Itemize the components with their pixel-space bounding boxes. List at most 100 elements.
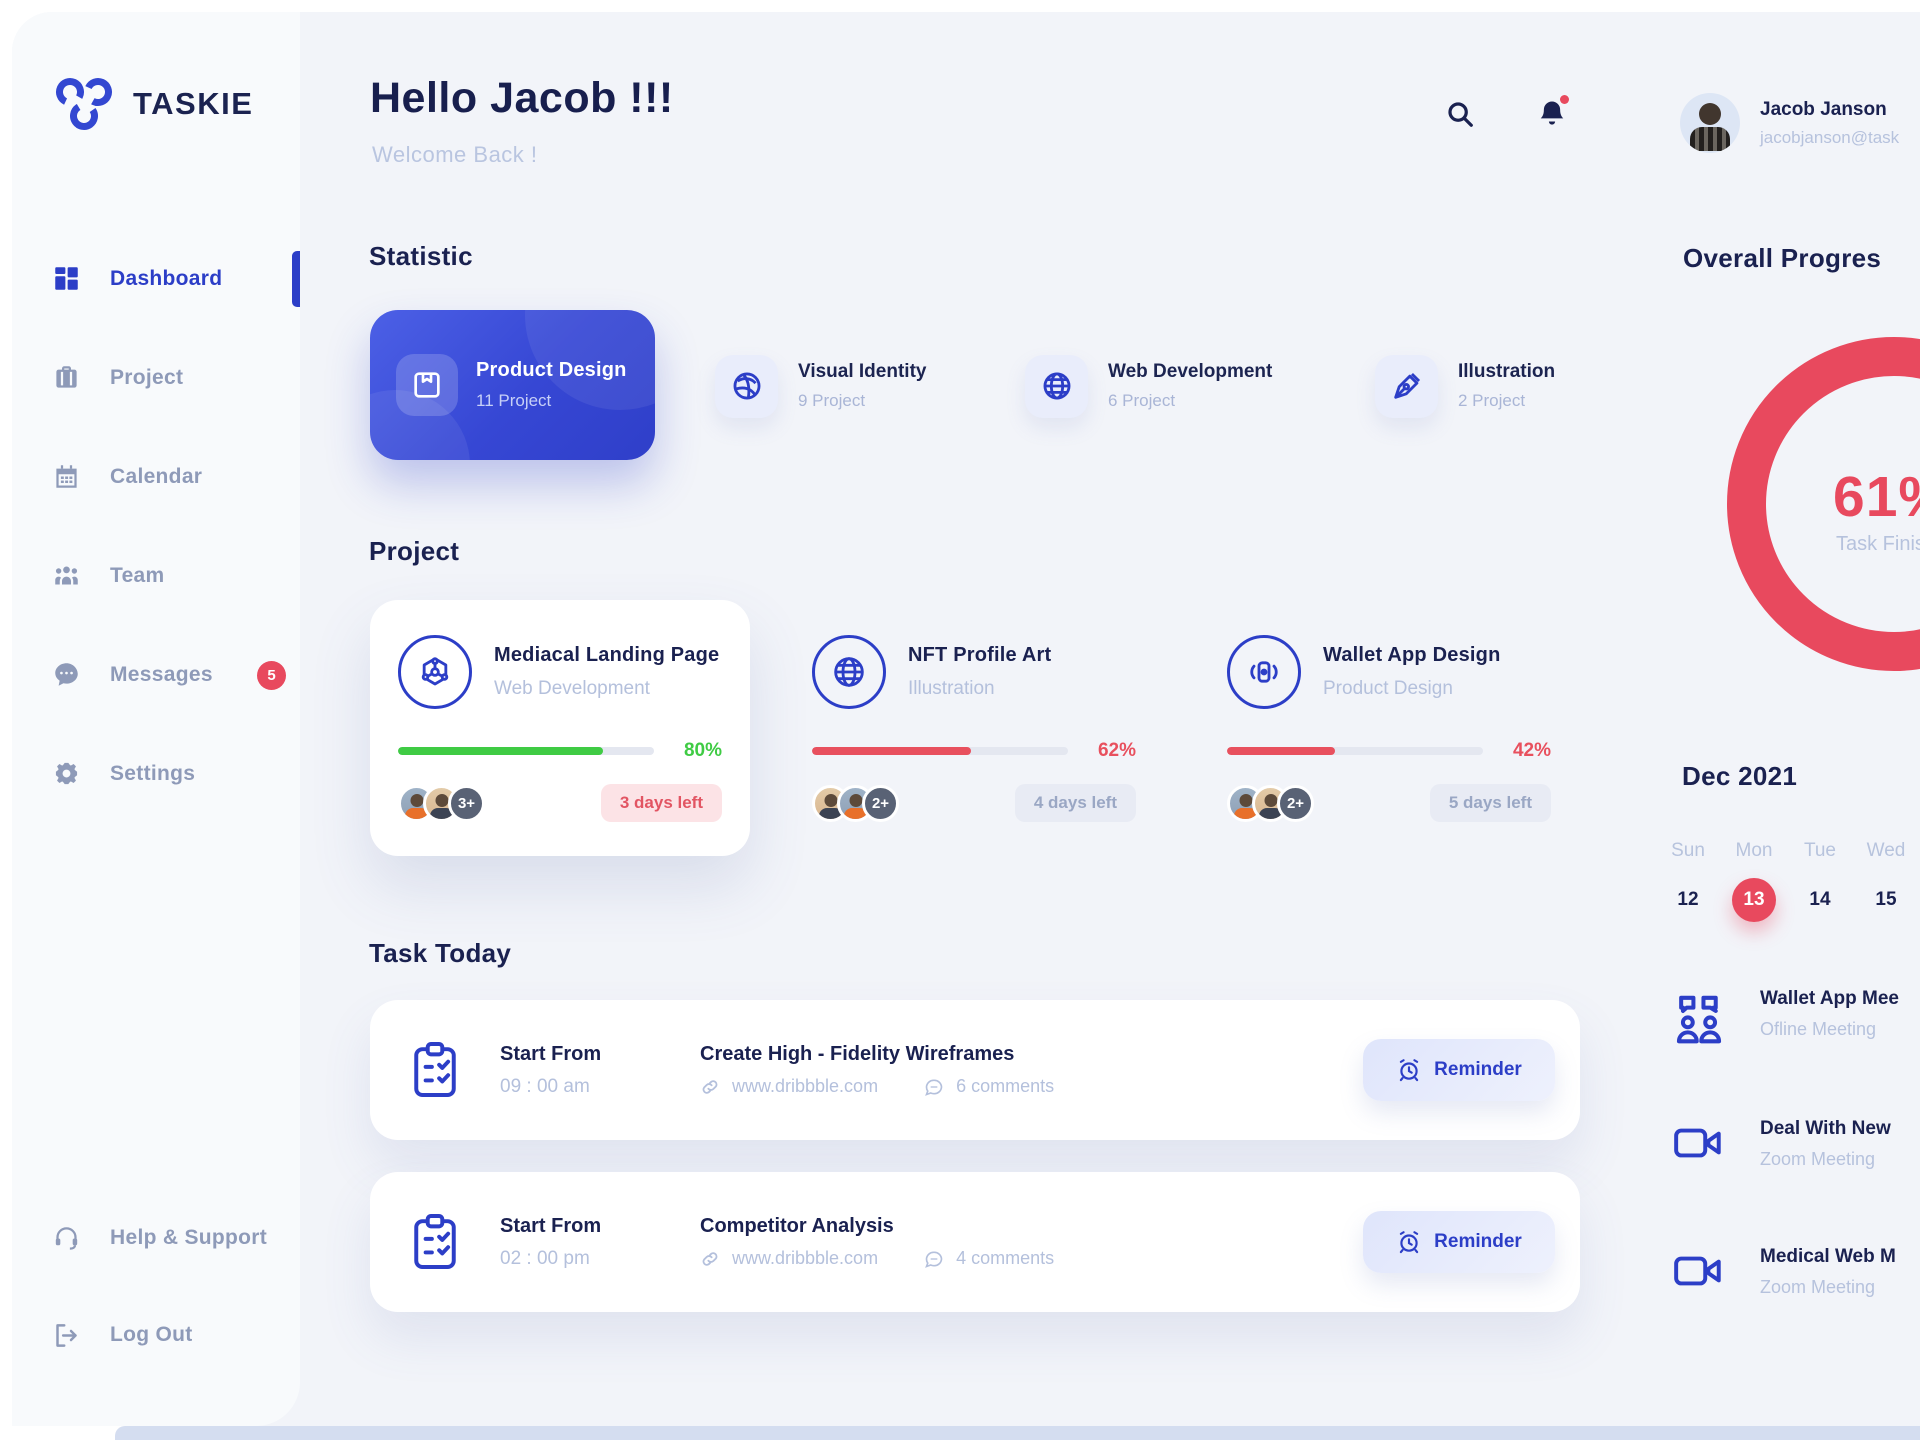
- stat-card-count: 6 Project: [1108, 391, 1176, 410]
- user-name: Jacob Janson: [1760, 98, 1887, 120]
- headset-icon: [55, 1226, 78, 1250]
- comment-icon: [925, 1251, 943, 1268]
- active-indicator: [292, 251, 300, 307]
- sidebar-item-calendar[interactable]: Calendar: [12, 427, 300, 526]
- sidebar: TASKIE Dashboard Project Calendar: [12, 12, 300, 1426]
- sidebar-item-label: Dashboard: [110, 266, 223, 290]
- notifications-button[interactable]: [1532, 94, 1572, 134]
- stat-card-count: 11 Project: [476, 391, 552, 410]
- reminder-button[interactable]: Reminder: [1363, 1039, 1555, 1101]
- project-card-nft-profile-art[interactable]: NFT Profile Art Illustration 62% 2+ 4 da…: [784, 600, 1164, 856]
- progress-label: 42%: [1512, 740, 1551, 761]
- messages-icon: [55, 663, 78, 686]
- day-name: Sun: [1671, 840, 1705, 861]
- web-development-iconbox: [1025, 354, 1088, 418]
- reminder-button[interactable]: Reminder: [1363, 1211, 1555, 1273]
- progress-label: 62%: [1097, 740, 1136, 761]
- calendar-month: Dec 2021: [1682, 761, 1798, 791]
- task-comments: 4 comments: [956, 1248, 1055, 1268]
- reminder-label: Reminder: [1434, 1059, 1522, 1080]
- search-icon: [1448, 102, 1473, 127]
- progress-bar: 80%: [398, 740, 722, 762]
- user-profile[interactable]: Jacob Janson jacobjanson@task: [1680, 93, 1899, 153]
- sidebar-item-label: Calendar: [110, 464, 203, 488]
- task-row[interactable]: Start From 02 : 00 pm Competitor Analysi…: [370, 1172, 1580, 1312]
- meeting-subtitle: Zoom Meeting: [1760, 1277, 1876, 1297]
- stat-card-title: Product Design: [476, 359, 627, 381]
- day-name: Wed: [1866, 840, 1906, 861]
- sidebar-item-label: Messages: [110, 662, 213, 686]
- sidebar-item-dashboard[interactable]: Dashboard: [12, 229, 300, 328]
- stat-card-count: 9 Project: [798, 391, 866, 410]
- sidebar-item-settings[interactable]: Settings: [12, 724, 300, 823]
- task-name: Competitor Analysis: [700, 1215, 894, 1237]
- search-button[interactable]: [1440, 94, 1480, 134]
- extra-members-badge: 3+: [448, 784, 485, 822]
- task-time: 02 : 00 pm: [500, 1247, 590, 1269]
- team-icon: [55, 566, 78, 585]
- meeting-item[interactable]: Medical Web M Zoom Meeting: [1672, 1246, 1896, 1298]
- calendar-date[interactable]: 12: [1677, 889, 1699, 910]
- task-link[interactable]: www.dribbble.com: [732, 1076, 879, 1096]
- stat-card-web-development[interactable]: Web Development 6 Project: [1025, 354, 1272, 418]
- video-camera-icon: [1674, 1256, 1721, 1286]
- clipboard-icon: [414, 1213, 456, 1269]
- sidebar-item-project[interactable]: Project: [12, 328, 300, 427]
- alarm-clock-icon: [1399, 1231, 1419, 1254]
- task-today-title: Task Today: [369, 938, 512, 968]
- dashboard-icon: [55, 267, 78, 290]
- meeting-title: Deal With New: [1760, 1118, 1891, 1139]
- member-avatars: 3+: [398, 784, 485, 822]
- member-avatars: 2+: [1227, 784, 1314, 822]
- project-card-title: Mediacal Landing Page: [494, 644, 720, 666]
- progress-fill: [1227, 747, 1335, 755]
- progress-bar: 62%: [812, 740, 1136, 762]
- notification-dot: [1560, 95, 1569, 104]
- member-avatars: 2+: [812, 784, 899, 822]
- day-name: Mon: [1735, 840, 1773, 861]
- progress-fill: [398, 747, 603, 755]
- extra-members-badge: 2+: [1277, 784, 1314, 822]
- calendar-date[interactable]: 14: [1809, 889, 1831, 910]
- logout-icon: [56, 1323, 77, 1347]
- project-card-title: NFT Profile Art: [908, 644, 1052, 666]
- task-link[interactable]: www.dribbble.com: [732, 1248, 879, 1268]
- sidebar-item-messages[interactable]: Messages 5: [12, 625, 300, 724]
- task-comments: 6 comments: [956, 1076, 1055, 1096]
- stat-card-visual-identity[interactable]: Visual Identity 9 Project: [715, 354, 926, 418]
- briefcase-icon: [56, 366, 77, 388]
- progress-fill: [812, 747, 971, 755]
- meeting-item[interactable]: Deal With New Zoom Meeting: [1672, 1118, 1891, 1170]
- calendar-dates: 12 13 14 15: [1655, 878, 1919, 922]
- sidebar-item-help-support[interactable]: Help & Support: [12, 1202, 300, 1274]
- sidebar-item-label: Help & Support: [110, 1226, 268, 1249]
- project-card-wallet-app-design[interactable]: Wallet App Design Product Design 42% 2+ …: [1199, 600, 1579, 856]
- sidebar-item-team[interactable]: Team: [12, 526, 300, 625]
- calendar-icon: [56, 465, 77, 488]
- calendar-day-names: Sun Mon Tue Wed: [1655, 840, 1919, 862]
- task-row[interactable]: Start From 09 : 00 am Create High - Fide…: [370, 1000, 1580, 1140]
- clipboard-icon: [414, 1041, 456, 1097]
- statistic-title: Statistic: [369, 241, 473, 271]
- meeting-item[interactable]: Wallet App Mee Ofline Meeting: [1672, 988, 1899, 1048]
- wallet-app-icon: [1227, 635, 1301, 709]
- sidebar-item-logout[interactable]: Log Out: [12, 1299, 300, 1371]
- project-card-mediacal-landing-page[interactable]: Mediacal Landing Page Web Development 80…: [370, 600, 750, 856]
- sidebar-item-label: Project: [110, 365, 184, 389]
- messages-badge: 5: [257, 661, 286, 690]
- stat-card-title: Web Development: [1108, 361, 1273, 382]
- overall-progress-caption: Task Finis: [1836, 533, 1920, 555]
- pen-icon: [1393, 372, 1420, 399]
- project-card-category: Product Design: [1323, 678, 1453, 699]
- link-icon: [702, 1079, 718, 1094]
- task-name: Create High - Fidelity Wireframes: [700, 1043, 1015, 1065]
- stat-card-product-design[interactable]: Product Design 11 Project: [370, 310, 655, 460]
- meeting-title: Medical Web M: [1760, 1246, 1896, 1267]
- link-icon: [702, 1251, 718, 1266]
- calendar-date-selected[interactable]: 13: [1721, 878, 1787, 922]
- stat-card-illustration[interactable]: Illustration 2 Project: [1375, 354, 1555, 418]
- calendar-date[interactable]: 15: [1875, 889, 1897, 910]
- visual-identity-iconbox: [715, 354, 778, 418]
- bottom-strip: [115, 1426, 1920, 1440]
- stat-card-title: Visual Identity: [798, 361, 927, 382]
